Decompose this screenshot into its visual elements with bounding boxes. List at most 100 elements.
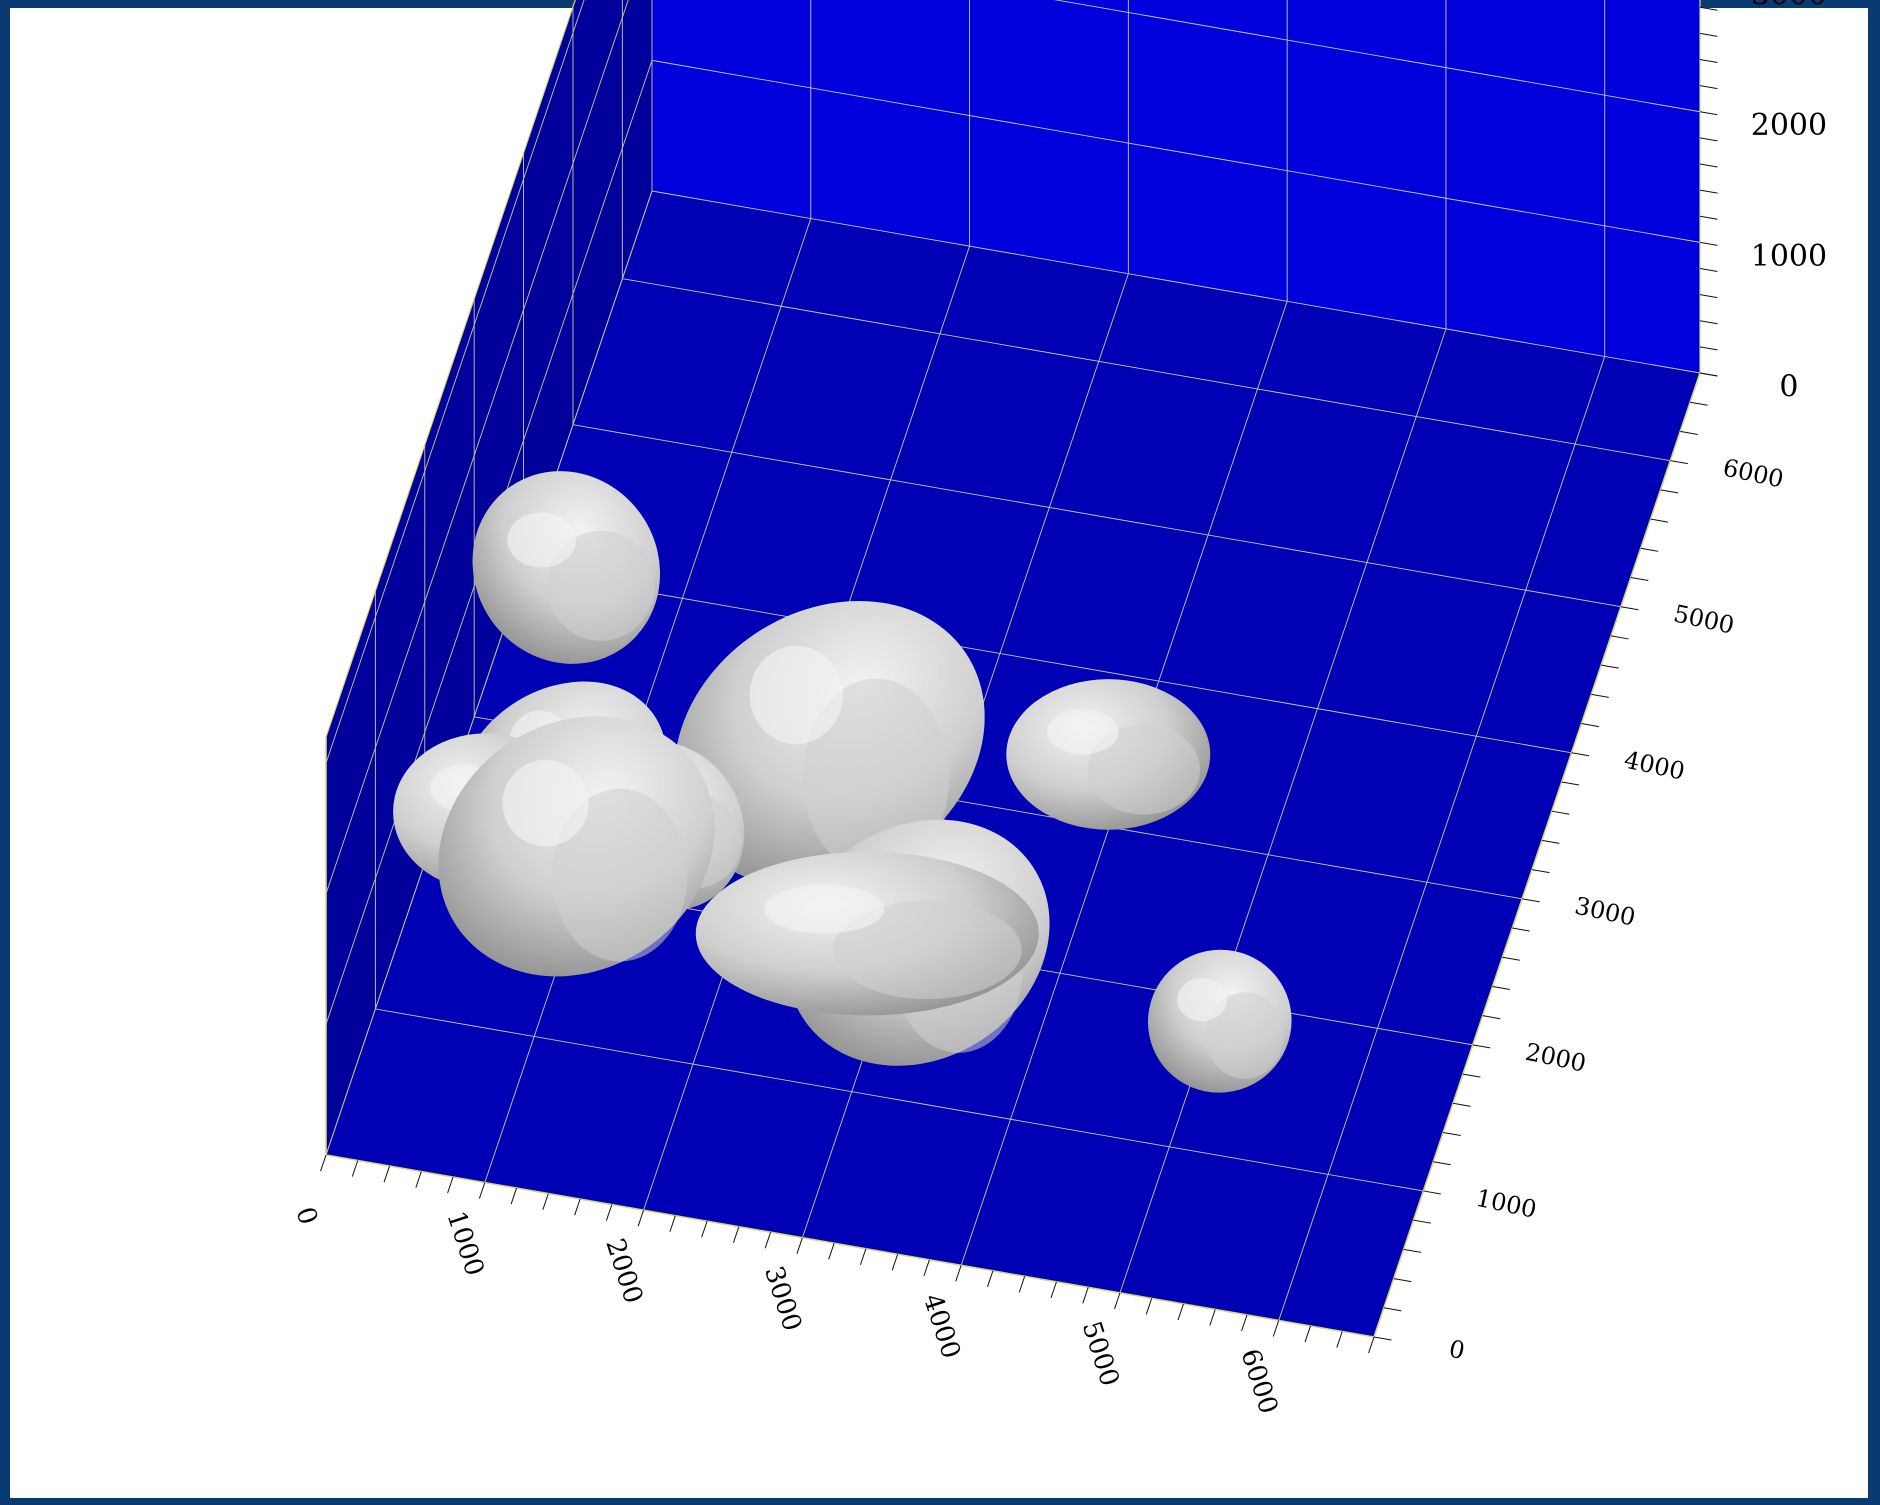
- z-tick-mark: [1699, 163, 1718, 168]
- y-tick-mark: [1630, 576, 1649, 582]
- y-tick-mark: [1591, 693, 1609, 698]
- y-tick-mark: [1640, 547, 1659, 552]
- y-axis-line: [1373, 372, 1701, 1338]
- y-tick-mark: [1541, 839, 1560, 844]
- x-tick-mark: [859, 1248, 867, 1265]
- y-tick-mark: [1611, 635, 1629, 640]
- x-tick-mark: [574, 1198, 581, 1216]
- y-tick-mark: [1680, 430, 1698, 435]
- x-tick-mark: [1018, 1276, 1026, 1293]
- x-tick-mark: [605, 1204, 613, 1221]
- x-tick-mark: [1050, 1281, 1057, 1299]
- y-tick-mark: [1512, 927, 1530, 932]
- x-tick-mark: [478, 1182, 486, 1199]
- x-tick-mark: [732, 1226, 740, 1243]
- isosurface-blob: [438, 716, 715, 977]
- blob-highlight: [1177, 977, 1227, 1022]
- z-tick-mark: [1699, 215, 1718, 220]
- z-tick-mark: [1699, 346, 1718, 351]
- z-tick-mark: [1699, 111, 1718, 116]
- y-tick-mark: [1660, 489, 1679, 494]
- y-tick-mark: [1492, 985, 1511, 990]
- z-tick-label: 1000: [1751, 239, 1827, 274]
- y-tick-mark: [1620, 606, 1639, 611]
- y-tick-mark: [1601, 664, 1619, 669]
- isosurface-blob: [472, 471, 661, 664]
- isosurface-blob: [674, 600, 985, 888]
- x-tick-mark: [1177, 1303, 1184, 1321]
- grid-line: [1053, 0, 1701, 113]
- side-top-edge: [325, 0, 576, 738]
- isosurface-blob: [1147, 949, 1292, 1093]
- blob-lobe: [832, 900, 1022, 1000]
- y-tick-mark: [1423, 1190, 1441, 1195]
- blob-lobe: [551, 788, 688, 962]
- z-tick-label: 0: [1779, 369, 1798, 404]
- grid-line: [572, 424, 1622, 608]
- z-tick-mark: [1699, 294, 1718, 299]
- x-tick-mark: [1082, 1287, 1089, 1304]
- y-tick-mark: [1561, 781, 1580, 786]
- y-tick-mark: [1581, 723, 1600, 728]
- x-tick-mark: [383, 1165, 390, 1183]
- y-tick-mark: [1551, 810, 1570, 815]
- z-tick-label: 3000: [1751, 0, 1827, 13]
- x-tick-mark: [1368, 1336, 1375, 1354]
- y-tick-label: 0: [1446, 1335, 1467, 1366]
- x-tick-mark: [955, 1265, 962, 1282]
- y-tick-mark: [1502, 956, 1520, 961]
- y-tick-mark: [1403, 1248, 1422, 1253]
- y-tick-mark: [1522, 898, 1540, 903]
- axis-lines: [320, 0, 1718, 1354]
- x-tick-mark: [987, 1270, 994, 1288]
- x-tick-mark: [351, 1160, 359, 1177]
- back-wall: [652, 0, 1700, 373]
- blob-lobe: [1205, 992, 1284, 1079]
- x-tick-mark: [447, 1176, 454, 1194]
- z-tick-mark: [1699, 320, 1718, 325]
- y-tick-mark: [1443, 1132, 1461, 1137]
- x-tick-mark: [415, 1171, 422, 1188]
- blob-lobe: [1087, 724, 1201, 815]
- x-tick-mark: [669, 1215, 676, 1232]
- y-tick-mark: [1383, 1307, 1402, 1312]
- y-tick-mark: [1482, 1015, 1501, 1020]
- blob-highlight: [507, 512, 577, 568]
- grid-line: [1278, 356, 1606, 1321]
- grid-line: [325, 190, 653, 1156]
- y-tick-mark: [1393, 1278, 1412, 1283]
- blob-highlight: [502, 759, 589, 847]
- y-tick-mark: [1531, 869, 1550, 874]
- z-tick-mark: [1699, 85, 1718, 90]
- x-tick-mark: [891, 1254, 899, 1271]
- y-tick-mark: [1373, 1336, 1392, 1341]
- grid-line: [523, 570, 1572, 754]
- x-tick-mark: [510, 1187, 518, 1205]
- y-tick-mark: [1650, 518, 1669, 523]
- y-tick-mark: [1433, 1161, 1451, 1166]
- isosurface-blob: [695, 851, 1039, 1016]
- blob-highlight: [1047, 709, 1119, 755]
- grid-line: [325, 0, 629, 894]
- z-tick-mark: [1699, 241, 1718, 246]
- y-tick-mark: [1571, 752, 1590, 757]
- x-tick-mark: [764, 1232, 772, 1249]
- grid-line: [651, 190, 1701, 374]
- z-tick-mark: [1699, 137, 1718, 142]
- y-tick-mark: [1462, 1073, 1481, 1078]
- x-tick-mark: [701, 1221, 708, 1238]
- blob-lobe: [546, 530, 655, 641]
- grid-line: [622, 278, 1671, 462]
- z-tick-label: 2000: [1751, 108, 1827, 143]
- x-tick-mark: [828, 1243, 835, 1260]
- y-tick-mark: [1690, 401, 1708, 406]
- isosurface-blob: [1006, 679, 1211, 830]
- blob-highlight: [764, 884, 885, 934]
- z-tick-mark: [1699, 59, 1718, 64]
- z-tick-mark: [1699, 268, 1718, 273]
- x-tick-mark: [796, 1237, 803, 1254]
- x-tick-mark: [923, 1259, 930, 1277]
- x-tick-mark: [1114, 1292, 1121, 1310]
- x-tick-mark: [542, 1193, 549, 1210]
